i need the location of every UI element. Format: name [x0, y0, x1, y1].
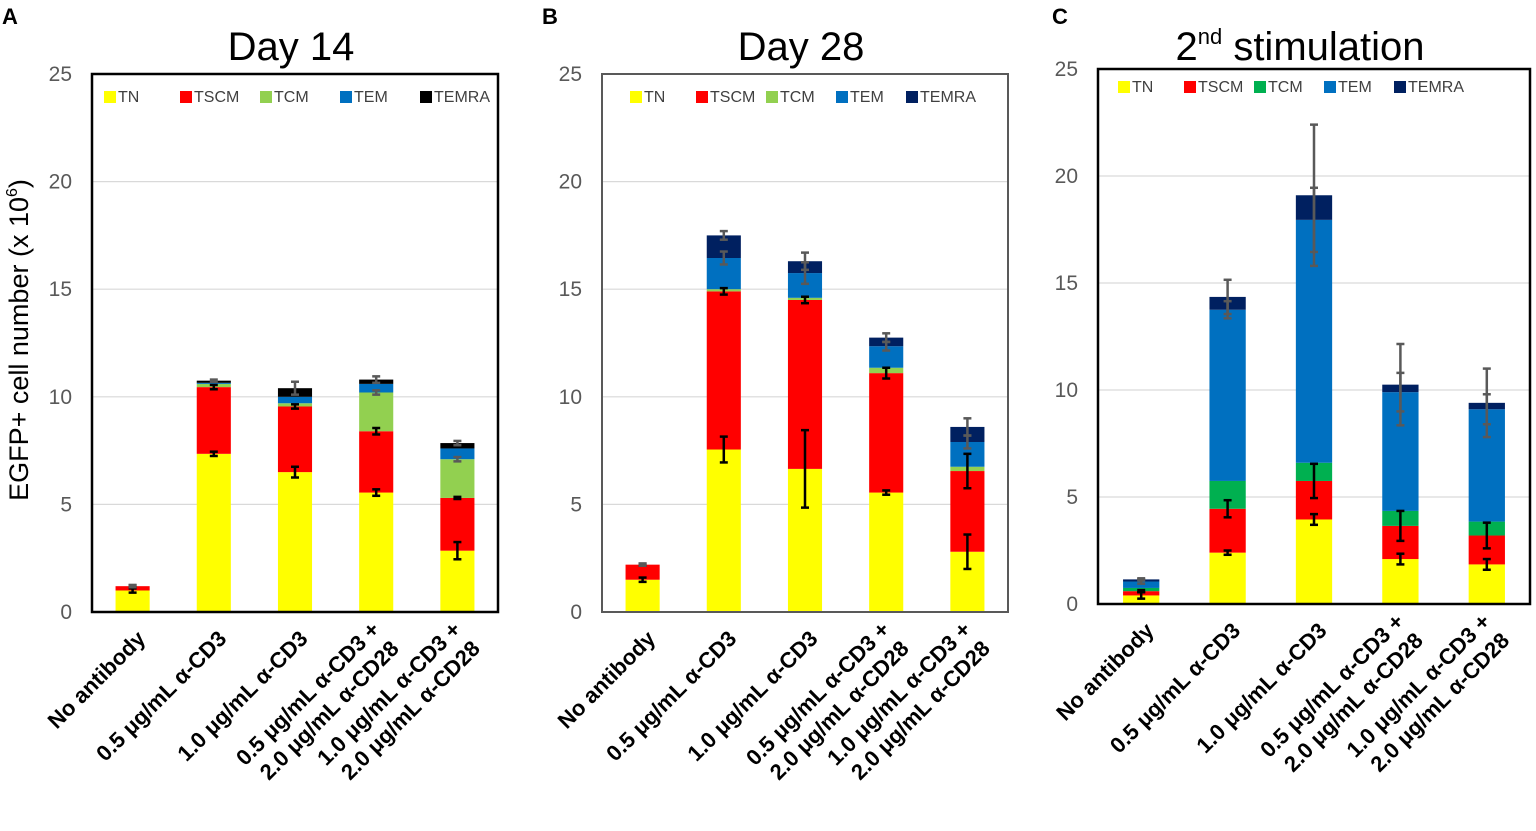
- bar-day28-tscm-1: [706, 291, 741, 450]
- plot-frame: [1096, 67, 1532, 606]
- y-tick-label: 20: [1055, 165, 1078, 188]
- bar-day14-tem-4: [440, 448, 475, 460]
- legend-label-tcm: TCM: [1268, 79, 1303, 96]
- legend-label-tem: TEM: [1338, 79, 1372, 96]
- y-tick-label: 15: [1055, 272, 1078, 295]
- legend-swatch-temra: [420, 91, 432, 103]
- legend-label-tem: TEM: [850, 89, 884, 106]
- chart-title-day14: Day 14: [228, 25, 355, 69]
- bar-day28-tem-3: [869, 346, 904, 368]
- y-tick-label: 0: [60, 601, 72, 624]
- bar-day14-tscm-3: [359, 431, 394, 493]
- y-tick-label: 15: [559, 278, 582, 301]
- legend-swatch-tn: [104, 91, 116, 103]
- bar-day28-temra-1: [706, 235, 741, 258]
- bar-stim2-tn-1: [1209, 552, 1246, 604]
- y-tick-label: 20: [49, 171, 72, 194]
- legend-swatch-tem: [340, 91, 352, 103]
- legend-swatch-tscm: [696, 91, 708, 103]
- y-tick-label: 25: [559, 63, 582, 86]
- legend-label-tscm: TSCM: [1198, 79, 1243, 96]
- legend-swatch-tn: [630, 91, 642, 103]
- y-tick-label: 0: [570, 601, 582, 624]
- plot-frame: [90, 72, 500, 614]
- legend-label-tcm: TCM: [780, 89, 815, 106]
- legend-label-temra: TEMRA: [434, 89, 490, 106]
- y-axis-label: EGFP+ cell number (x 106): [4, 179, 34, 501]
- y-tick-label: 25: [1055, 58, 1078, 81]
- bar-day28-tn-3: [869, 492, 904, 612]
- y-tick-label: 5: [1066, 486, 1078, 509]
- legend-label-tcm: TCM: [274, 89, 309, 106]
- legend-label-tscm: TSCM: [710, 89, 755, 106]
- panel-letter-a: A: [2, 4, 18, 29]
- bar-day28-tscm-3: [869, 373, 904, 493]
- legend-swatch-tem: [836, 91, 848, 103]
- bar-day28-tscm-0: [625, 564, 660, 580]
- bar-day14-tn-0: [115, 590, 150, 612]
- bar-stim2-tn-3: [1382, 559, 1419, 604]
- y-tick-label: 10: [559, 386, 582, 409]
- bar-day14-tem-1: [196, 382, 231, 384]
- bar-day14-tcm-4: [440, 459, 475, 498]
- y-tick-label: 25: [49, 63, 72, 86]
- y-tick-label: 15: [49, 278, 72, 301]
- panel-letter-b: B: [542, 4, 558, 29]
- legend-swatch-tcm: [1254, 81, 1266, 93]
- bar-day14-tn-4: [440, 550, 475, 612]
- y-tick-label: 20: [559, 171, 582, 194]
- bar-day14-tem-3: [359, 383, 394, 393]
- legend-label-tn: TN: [1132, 79, 1153, 96]
- bar-stim2-tem-1: [1209, 309, 1246, 481]
- y-tick-label: 10: [1055, 379, 1078, 402]
- bar-day14-tn-1: [196, 453, 231, 612]
- y-tick-label: 5: [60, 493, 72, 516]
- bar-day28-tn-1: [706, 449, 741, 612]
- bar-stim2-tn-2: [1295, 519, 1333, 604]
- legend-swatch-tcm: [766, 91, 778, 103]
- legend-swatch-tscm: [180, 91, 192, 103]
- legend-label-temra: TEMRA: [920, 89, 976, 106]
- legend-swatch-tscm: [1184, 81, 1196, 93]
- legend-label-tn: TN: [118, 89, 139, 106]
- legend-swatch-temra: [906, 91, 918, 103]
- bar-day14-tcm-3: [359, 392, 394, 432]
- legend-label-temra: TEMRA: [1408, 79, 1464, 96]
- legend-label-tscm: TSCM: [194, 89, 239, 106]
- chart-title-day28: Day 28: [738, 25, 865, 69]
- legend-swatch-tem: [1324, 81, 1336, 93]
- bar-day14-tscm-2: [277, 406, 313, 473]
- chart-title-2nd-stimulation: 2nd stimulation: [1175, 24, 1424, 69]
- y-tick-label: 10: [49, 386, 72, 409]
- legend-label-tem: TEM: [354, 89, 388, 106]
- legend-swatch-temra: [1394, 81, 1406, 93]
- y-tick-label: 0: [1066, 593, 1078, 616]
- panel-letter-c: C: [1052, 4, 1068, 29]
- y-tick-label: 5: [570, 493, 582, 516]
- bar-day14-tscm-1: [196, 387, 231, 454]
- legend-label-tn: TN: [644, 89, 665, 106]
- bar-day14-tem-2: [277, 396, 313, 404]
- bar-day14-tn-2: [277, 472, 313, 612]
- legend-swatch-tn: [1118, 81, 1130, 93]
- bar-day14-tn-3: [359, 492, 394, 612]
- legend-swatch-tcm: [260, 91, 272, 103]
- plot-frame: [601, 73, 1009, 613]
- bar-day28-tn-0: [625, 579, 660, 612]
